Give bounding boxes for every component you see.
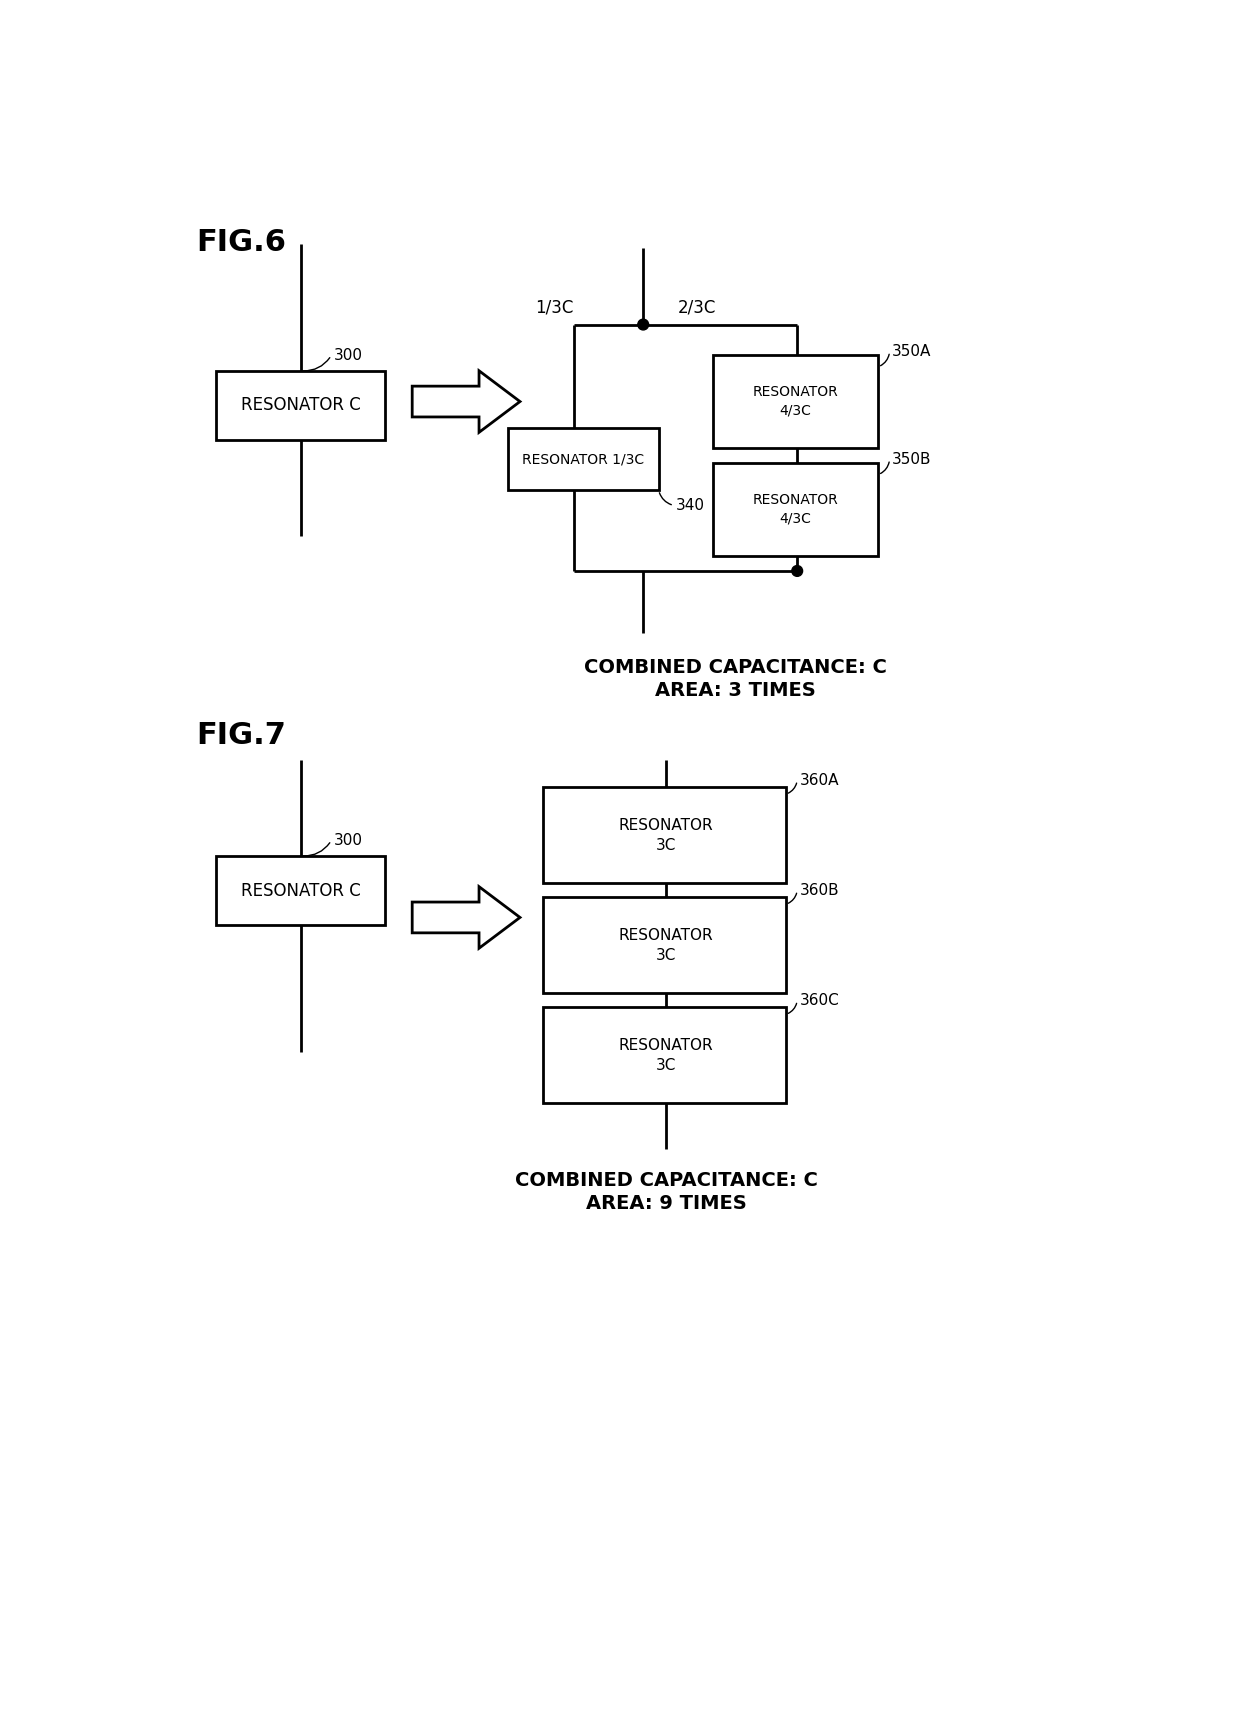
Text: AREA: 9 TIMES: AREA: 9 TIMES [587, 1194, 746, 1212]
Text: 3C: 3C [656, 947, 677, 963]
Text: 3C: 3C [656, 1058, 677, 1074]
Text: 350B: 350B [892, 451, 931, 467]
Text: FIG.6: FIG.6 [197, 229, 286, 256]
Bar [543, 1007, 786, 1103]
Text: RESONATOR: RESONATOR [619, 817, 713, 833]
Text: 360B: 360B [800, 882, 839, 898]
Text: RESONATOR: RESONATOR [753, 385, 838, 400]
Text: 2/3C: 2/3C [678, 299, 717, 316]
Text: AREA: 3 TIMES: AREA: 3 TIMES [655, 681, 816, 699]
Text: 4/3C: 4/3C [779, 511, 811, 525]
Text: RESONATOR C: RESONATOR C [241, 881, 361, 899]
Text: 360A: 360A [800, 773, 839, 788]
Polygon shape [412, 887, 520, 949]
Text: RESONATOR: RESONATOR [753, 492, 838, 508]
Text: 1/3C: 1/3C [536, 299, 574, 316]
Circle shape [637, 320, 649, 330]
Text: RESONATOR 1/3C: RESONATOR 1/3C [522, 453, 645, 467]
Polygon shape [412, 371, 520, 433]
Text: 300: 300 [334, 347, 362, 363]
Text: COMBINED CAPACITANCE: C: COMBINED CAPACITANCE: C [515, 1171, 817, 1190]
Bar [543, 787, 786, 882]
Circle shape [792, 566, 802, 576]
Bar [216, 371, 386, 439]
Text: RESONATOR: RESONATOR [619, 1038, 713, 1053]
Bar [713, 356, 878, 448]
Text: COMBINED CAPACITANCE: C: COMBINED CAPACITANCE: C [584, 658, 887, 677]
Text: RESONATOR C: RESONATOR C [241, 397, 361, 414]
Text: 340: 340 [676, 498, 706, 513]
Text: 3C: 3C [656, 838, 677, 853]
Bar [216, 855, 386, 925]
Text: FIG.7: FIG.7 [197, 722, 286, 751]
Bar [543, 896, 786, 994]
Text: 4/3C: 4/3C [779, 404, 811, 417]
Text: 300: 300 [334, 833, 362, 848]
Bar [508, 429, 658, 491]
Text: RESONATOR: RESONATOR [619, 929, 713, 942]
Text: 360C: 360C [800, 994, 839, 1009]
Bar [713, 463, 878, 556]
Text: 350A: 350A [892, 344, 931, 359]
